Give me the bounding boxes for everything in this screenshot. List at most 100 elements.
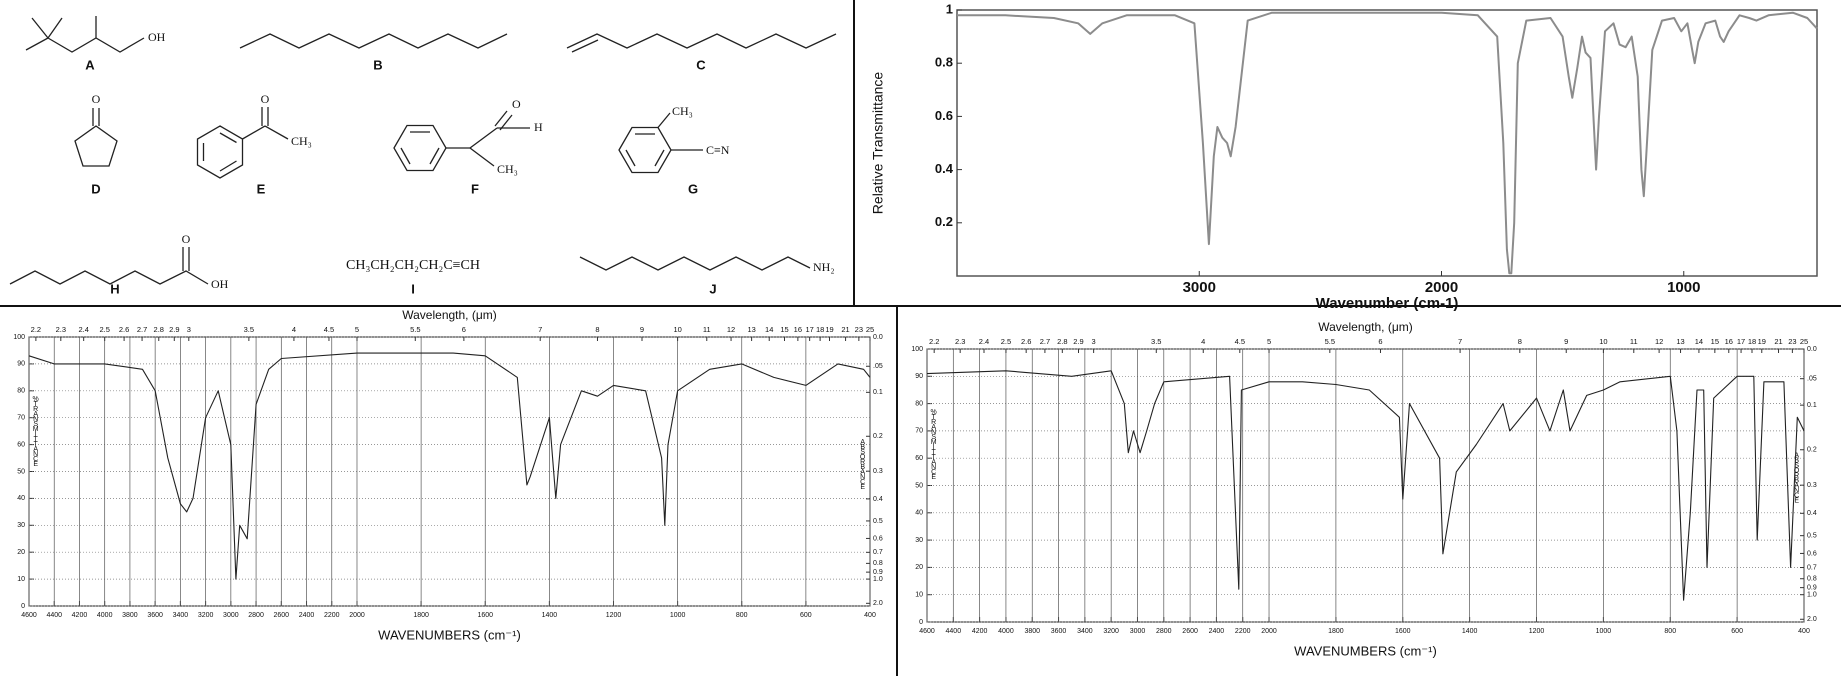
divider: [896, 307, 898, 676]
structure-f: O H CH₃ F: [393, 97, 543, 196]
y2-tick-label: 0.5: [873, 518, 883, 525]
bond: [74, 125, 118, 167]
y2-tick-label: 0.5: [1807, 533, 1817, 540]
x-tick-label: 2200: [324, 612, 340, 619]
x-tick-label: 2000: [349, 612, 365, 619]
bond: [571, 39, 599, 53]
x-tick-label: 1800: [413, 612, 429, 619]
y-tick-label: 100: [13, 334, 25, 341]
x2-tick-label: 2.9: [1073, 337, 1083, 346]
x-tick-label: 4200: [72, 612, 88, 619]
y2-tick-label: 0.1: [873, 389, 883, 396]
x-tick-label: 4600: [21, 612, 37, 619]
structure-h: O OH H: [9, 232, 229, 296]
chart: 0.2 0.4 0.6 0.8 1 3000 2000 1000 Wavenumber (cm-…: [870, 1, 1818, 312]
y-tick-label: 80: [17, 388, 25, 395]
x-tick-label: 3200: [1103, 628, 1119, 635]
x2-tick-label: 12: [1655, 337, 1663, 346]
x-tick-label: 800: [1664, 628, 1676, 635]
y-tick-label: 0.2: [935, 214, 953, 229]
x2-tick-label: 13: [1676, 337, 1684, 346]
x2-tick-label: 3.5: [1151, 337, 1161, 346]
structure-j: NH₂ J: [579, 256, 835, 296]
x-tick-label: 1600: [1395, 628, 1411, 635]
plot-frame: [956, 9, 1818, 277]
y2-tick-label: 0.9: [873, 569, 883, 576]
x-tick-label: 2000: [1261, 628, 1277, 635]
atom-label: O: [512, 97, 521, 111]
x-tick-label: 400: [1798, 628, 1810, 635]
x-tick-label: 3600: [1051, 628, 1067, 635]
bond: [264, 125, 289, 140]
x2-tick-label: 12: [727, 325, 735, 334]
bond: [25, 37, 49, 51]
x2-tick-label: 9: [1564, 337, 1568, 346]
x2-tick-label: 4: [292, 325, 296, 334]
structure-label: C: [696, 57, 706, 72]
x2-tick-label: 2.8: [1057, 337, 1067, 346]
x-tick-label: 2600: [274, 612, 290, 619]
x2-tick-label: 3: [1092, 337, 1096, 346]
bond: [219, 160, 237, 172]
x2-tick-label: 16: [794, 325, 802, 334]
y-tick-label: 60: [17, 441, 25, 448]
y2-tick-label: 0.6: [873, 535, 883, 542]
x2-tick-label: 2.7: [1040, 337, 1050, 346]
y-tick-label: 1: [946, 1, 953, 16]
x2-tick-label: 2.7: [137, 325, 147, 334]
structure-c: C: [566, 33, 837, 72]
x-tick-label: 2600: [1182, 628, 1198, 635]
atom-label: O: [182, 232, 191, 246]
divider: [853, 0, 855, 307]
x2-tick-label: 14: [765, 325, 773, 334]
x-tick-label: 3000: [1183, 279, 1216, 296]
structure-label: G: [688, 181, 698, 196]
y-tick-label: 0: [21, 603, 25, 610]
structure-i: CH₃CH₂CH₂CH₂C≡CH I: [346, 258, 480, 296]
x2-tick-label: 5: [1267, 337, 1271, 346]
x-tick-label: 3000: [223, 612, 239, 619]
spectrum-line: [28, 352, 871, 580]
x-tick-label: 3000: [1130, 628, 1146, 635]
x-tick-label: 4600: [919, 628, 935, 635]
x2-tick-label: 7: [1458, 337, 1462, 346]
bond: [9, 270, 209, 285]
y-tick-label: 10: [915, 592, 923, 599]
x-tick-label: 2800: [1156, 628, 1172, 635]
x-tick-label: 1000: [670, 612, 686, 619]
x2-tick-label: 25: [1800, 337, 1808, 346]
y-tick-label: 0.4: [935, 161, 954, 176]
x-axis-label: Wavenumber (cm-1): [1316, 295, 1459, 312]
y-axis-label: %TRANSMITTANCE: [32, 396, 39, 466]
atom-label: CH₃: [497, 162, 518, 176]
x2-tick-label: 23: [1788, 337, 1796, 346]
x-tick-label: 3800: [122, 612, 138, 619]
x-tick-label: 3600: [147, 612, 163, 619]
x2-tick-label: 2.8: [154, 325, 164, 334]
bond: [469, 147, 495, 167]
structure-label: A: [85, 57, 95, 72]
x2-tick-label: 2.3: [955, 337, 965, 346]
x2-tick-label: 6: [462, 325, 466, 334]
x-tick-label: 1400: [1462, 628, 1478, 635]
bond: [429, 147, 440, 165]
y2-tick-label: 0.9: [1807, 584, 1817, 591]
atom-label: NH₂: [813, 260, 835, 274]
y-tick-label: 50: [915, 482, 923, 489]
x-tick-label: 4400: [946, 628, 962, 635]
y-tick-label: 0: [919, 619, 923, 626]
y2-tick-label: 0.2: [1807, 447, 1817, 454]
x2-tick-label: 5: [355, 325, 359, 334]
x2-tick-label: 25: [866, 325, 874, 334]
y2-tick-label: 0.6: [1807, 550, 1817, 557]
y-tick-label: 40: [17, 495, 25, 502]
x2-tick-label: 15: [1711, 337, 1719, 346]
x2-tick-label: 5.5: [410, 325, 420, 334]
x2-tick-label: 15: [780, 325, 788, 334]
x2-tick-label: 17: [1737, 337, 1745, 346]
y2-axis-label: ABSORBANCE: [859, 439, 866, 489]
x2-tick-label: 7: [538, 325, 542, 334]
x2-tick-label: 19: [825, 325, 833, 334]
x2-tick-label: 2.2: [929, 337, 939, 346]
bond: [400, 147, 411, 165]
